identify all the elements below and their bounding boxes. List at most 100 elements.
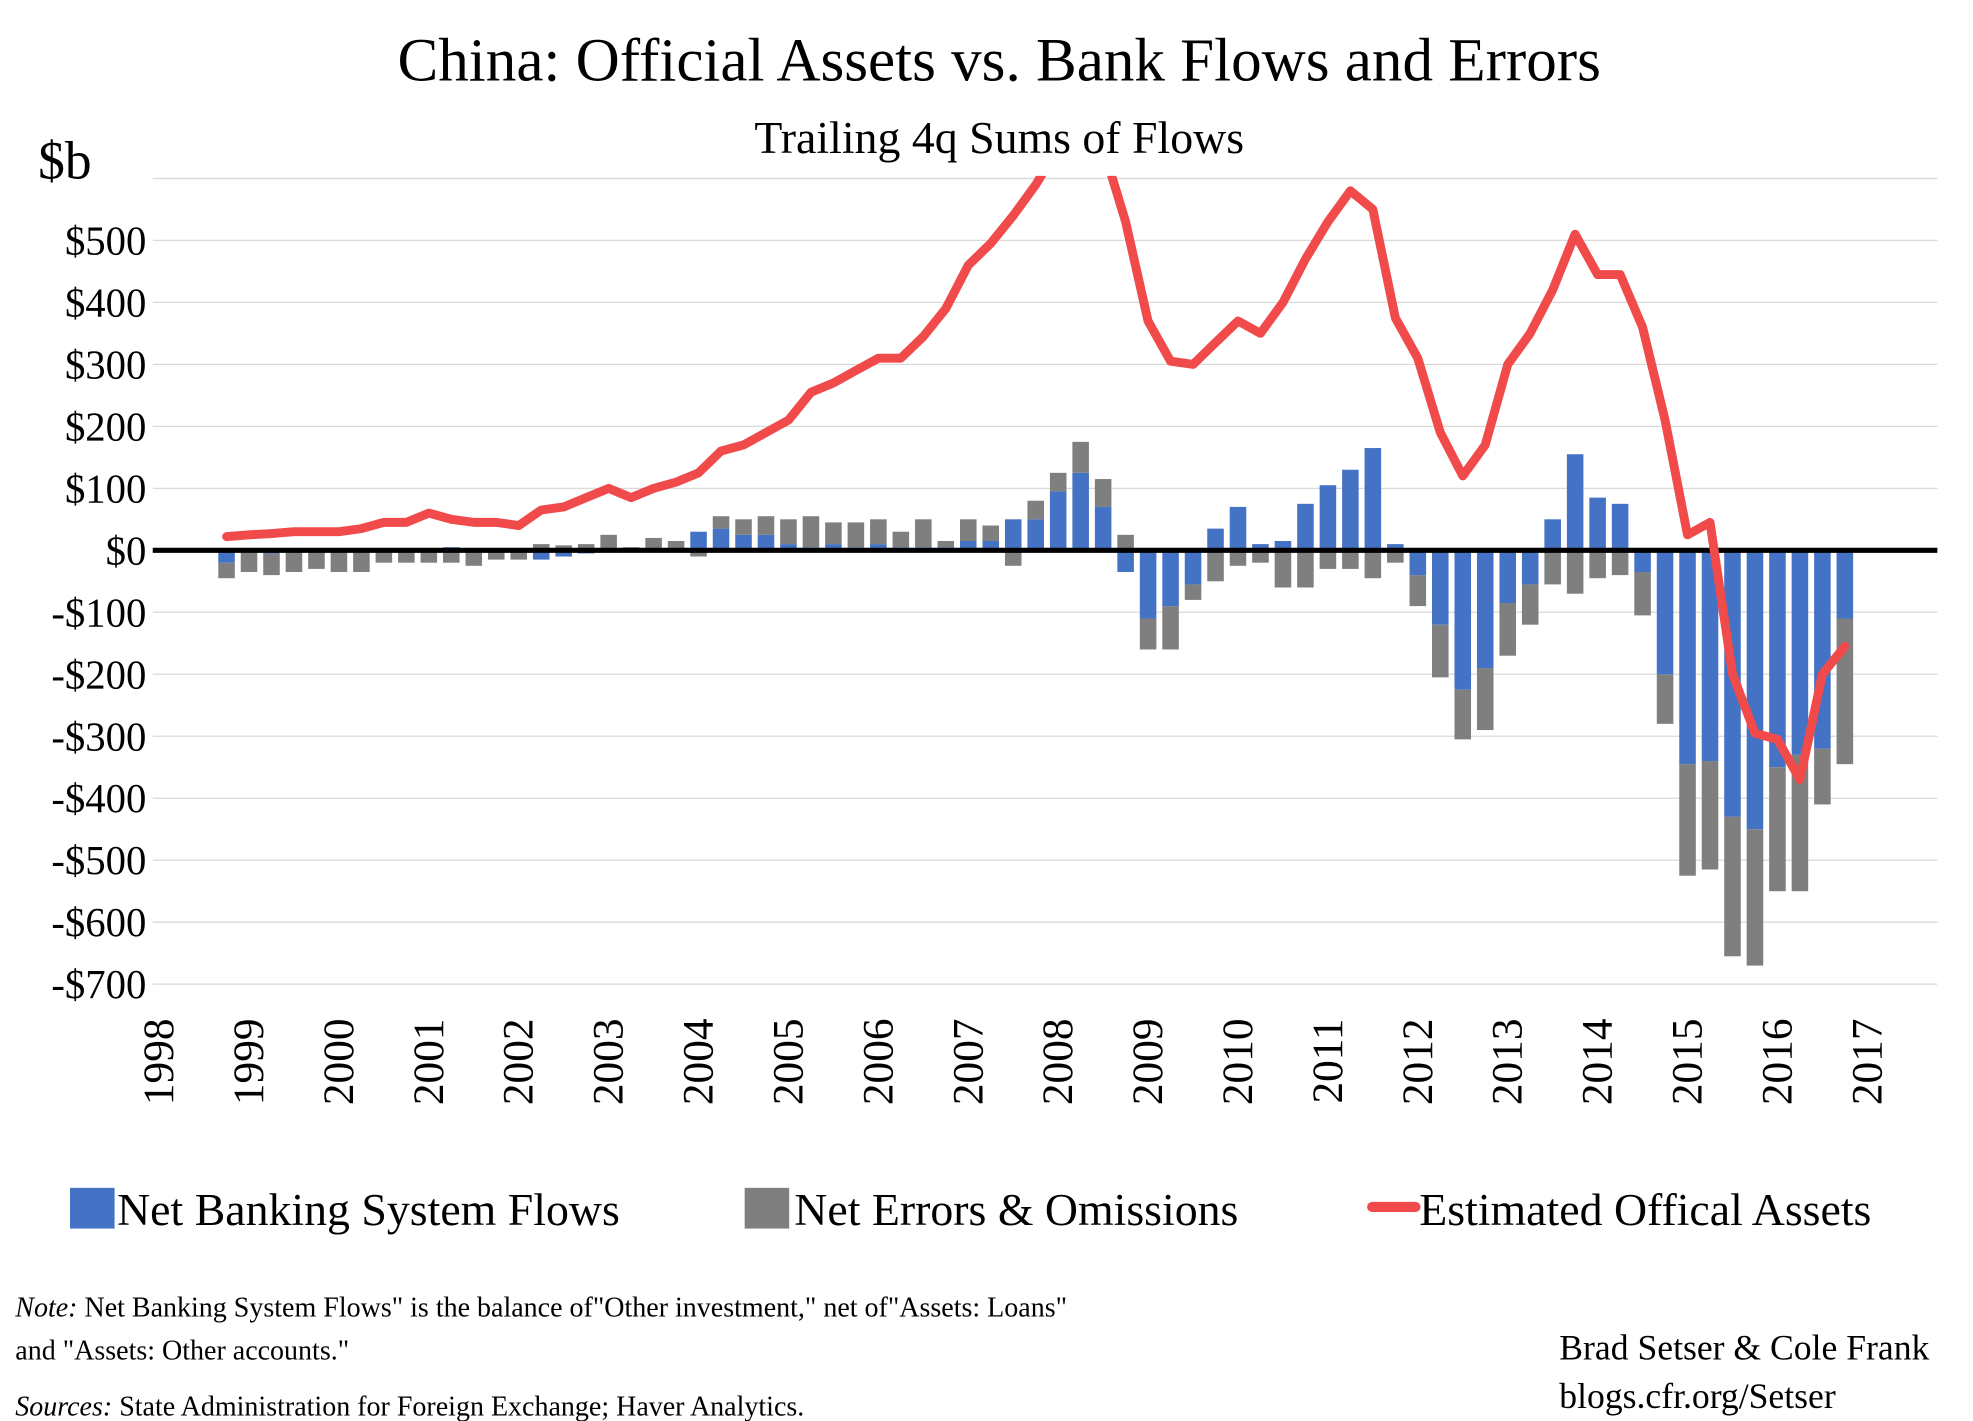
bar [712, 516, 730, 529]
sources-text: State Administration for Foreign Exchang… [112, 1392, 804, 1421]
x-tick-label: 2000 [315, 1019, 363, 1106]
bar [1139, 618, 1157, 650]
bar [892, 531, 910, 548]
bar [1409, 550, 1427, 576]
sources: Sources: State Administration for Foreig… [15, 1392, 804, 1421]
y-tick-label: -$300 [51, 714, 146, 759]
bar [870, 519, 887, 545]
bar [1679, 550, 1696, 765]
bar [1342, 550, 1359, 569]
bar [1094, 506, 1112, 551]
bar [443, 550, 460, 563]
y-tick-label: -$500 [51, 838, 146, 883]
bar [735, 519, 752, 535]
bar [1544, 519, 1561, 551]
legend-label: Net Errors & Omissions [794, 1184, 1238, 1235]
x-tick-label: 2011 [1304, 1019, 1352, 1104]
bar [1207, 528, 1224, 551]
bar [1297, 503, 1314, 551]
y-tick-label: $500 [65, 218, 146, 263]
bar [1589, 550, 1606, 579]
bar [1589, 497, 1606, 551]
bar [375, 550, 393, 563]
bar [1499, 550, 1516, 603]
x-tick-label: 2002 [495, 1019, 543, 1106]
bar [735, 534, 752, 551]
bar [1387, 544, 1404, 551]
bar [960, 541, 977, 551]
legend-label: Estimated Offical Assets [1419, 1184, 1871, 1235]
bar [1679, 764, 1696, 876]
bar [982, 541, 1000, 551]
bar [1139, 550, 1157, 619]
bar [1836, 550, 1854, 619]
x-tick-label: 2015 [1664, 1019, 1712, 1106]
bar [1274, 550, 1292, 588]
x-tick-label: 2009 [1124, 1019, 1172, 1106]
bar [532, 550, 550, 560]
y-tick-label: -$400 [51, 776, 146, 821]
bar [1297, 550, 1314, 588]
bar [1566, 550, 1584, 594]
note-text: and "Assets: Other accounts." [15, 1336, 349, 1367]
bar [1476, 550, 1494, 669]
bar [802, 516, 820, 548]
note-text: Net Banking System Flows" is the balance… [77, 1292, 1067, 1323]
bar [1364, 550, 1382, 579]
chart-subtitle: Trailing 4q Sums of Flows [754, 112, 1244, 163]
bar [1364, 448, 1382, 551]
y-tick-label: $100 [65, 466, 146, 511]
bar [780, 544, 797, 551]
bar [218, 562, 235, 579]
x-tick-label: 2005 [764, 1019, 812, 1106]
y-tick-label: $200 [65, 404, 146, 449]
bar [780, 519, 797, 545]
bar [1476, 668, 1494, 731]
bar [1252, 544, 1269, 551]
x-tick-label: 2014 [1574, 1019, 1622, 1106]
bar [1566, 454, 1584, 551]
bar [510, 550, 528, 560]
bar [1027, 519, 1044, 551]
bar [1791, 550, 1809, 755]
bar [1387, 550, 1404, 563]
bar [757, 534, 775, 551]
bar [600, 534, 617, 551]
bar [1072, 441, 1089, 473]
bar [1701, 761, 1719, 870]
chart-title: China: Official Assets vs. Bank Flows an… [398, 27, 1601, 94]
bar [1207, 550, 1224, 582]
bar [1229, 506, 1247, 551]
bar [982, 525, 1000, 542]
bar [1791, 754, 1809, 892]
x-tick-label: 2001 [405, 1019, 453, 1106]
bar [1634, 550, 1651, 573]
bar [1521, 550, 1539, 585]
bar [1611, 550, 1629, 576]
bar [1521, 584, 1539, 625]
bar [1499, 602, 1516, 656]
bar [465, 550, 483, 566]
bar [398, 550, 415, 563]
x-tick-label: 2007 [944, 1019, 992, 1106]
bar [825, 544, 842, 551]
bar [1162, 550, 1179, 607]
x-tick-label: 2012 [1394, 1019, 1442, 1106]
credit: Brad Setser & Cole Frank [1559, 1328, 1929, 1368]
y-tick-label: -$200 [51, 652, 146, 697]
bar [1319, 485, 1337, 551]
x-tick-label: 1999 [225, 1019, 273, 1106]
bar [1544, 550, 1561, 585]
bar [1027, 500, 1044, 520]
bar [487, 550, 505, 560]
bar [1746, 829, 1764, 966]
bar [1049, 472, 1067, 492]
bar [1454, 550, 1472, 690]
x-tick-label: 2006 [854, 1019, 902, 1106]
bar [690, 531, 707, 551]
x-tick-label: 2008 [1034, 1019, 1082, 1106]
note-label: Note: [14, 1292, 77, 1323]
bar [1319, 550, 1337, 569]
bar [1117, 550, 1134, 573]
